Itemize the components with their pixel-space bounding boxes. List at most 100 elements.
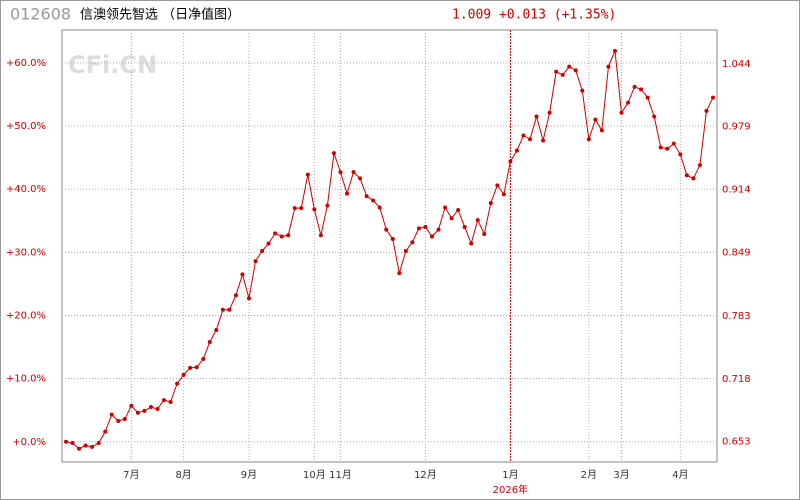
point xyxy=(345,191,350,196)
point xyxy=(521,133,526,138)
point xyxy=(214,328,219,332)
point xyxy=(253,259,258,264)
point xyxy=(397,271,402,276)
y-tick-label: +40.0% xyxy=(6,184,46,195)
y-tick-label: +50.0% xyxy=(6,121,46,132)
point xyxy=(377,205,382,210)
watermark: CFi.CN xyxy=(68,51,157,79)
point xyxy=(488,201,493,206)
point xyxy=(449,216,454,221)
point xyxy=(495,183,500,188)
y2-tick-label: 0.849 xyxy=(722,247,751,258)
y2-tick-label: 0.718 xyxy=(722,374,751,385)
point xyxy=(266,241,271,246)
point xyxy=(534,114,539,119)
point xyxy=(351,170,356,175)
x-tick-label: 4月 xyxy=(672,469,688,481)
chart-title: 信澳领先智选 （日净值图） xyxy=(80,7,240,23)
line xyxy=(65,50,714,450)
y2-tick-label: 0.914 xyxy=(722,184,751,195)
point xyxy=(697,163,702,168)
point xyxy=(443,205,448,210)
point xyxy=(573,68,578,73)
point xyxy=(312,207,317,212)
point xyxy=(390,237,395,242)
point xyxy=(416,226,421,231)
point xyxy=(547,110,552,115)
point xyxy=(501,192,506,197)
point xyxy=(567,64,572,69)
point xyxy=(599,128,604,133)
point xyxy=(384,227,389,232)
point xyxy=(246,296,251,301)
x-tick-label: 12月 xyxy=(414,469,437,481)
point xyxy=(626,100,631,105)
point xyxy=(508,159,513,164)
point xyxy=(711,95,715,100)
point xyxy=(116,418,121,423)
y2-tick-label: 0.653 xyxy=(722,437,751,448)
y-tick-label: +30.0% xyxy=(6,247,46,258)
point xyxy=(155,406,160,411)
point xyxy=(528,137,533,142)
point xyxy=(658,145,663,150)
point xyxy=(514,148,519,153)
point xyxy=(612,48,617,53)
quote: 1.009 +0.013 (+1.35%) xyxy=(452,8,616,23)
point xyxy=(364,194,369,199)
x-tick-label: 7月 xyxy=(123,469,139,481)
point xyxy=(181,372,186,377)
point xyxy=(109,412,114,417)
x-tick-label: 11月 xyxy=(329,469,352,481)
point xyxy=(273,231,278,236)
x-tick-label: 9月 xyxy=(241,469,257,481)
point xyxy=(619,110,624,115)
y-tick-label: +10.0% xyxy=(6,374,46,385)
fund-code: 012608 xyxy=(10,5,71,24)
point xyxy=(671,141,676,146)
point xyxy=(586,137,591,142)
point xyxy=(482,232,487,236)
point xyxy=(429,234,434,239)
point xyxy=(331,151,336,156)
y-tick-label: +0.0% xyxy=(12,437,46,448)
point xyxy=(632,84,637,89)
point xyxy=(436,227,441,232)
point xyxy=(318,233,323,238)
point xyxy=(135,410,140,415)
point xyxy=(233,293,238,298)
point xyxy=(103,429,108,434)
point xyxy=(201,357,206,362)
point xyxy=(70,441,75,446)
point xyxy=(678,152,683,157)
point xyxy=(423,225,428,230)
point xyxy=(554,69,559,74)
point xyxy=(691,176,696,181)
point xyxy=(456,208,461,212)
point xyxy=(96,441,101,446)
point xyxy=(286,233,291,238)
point xyxy=(684,173,689,178)
point xyxy=(220,307,225,312)
point xyxy=(122,417,127,422)
point xyxy=(305,172,310,177)
point xyxy=(541,138,546,143)
point xyxy=(665,146,670,151)
point xyxy=(260,249,265,254)
point xyxy=(358,176,363,181)
y2-tick-label: 0.979 xyxy=(722,122,751,133)
point xyxy=(652,114,657,119)
point xyxy=(462,225,467,230)
point xyxy=(403,249,408,254)
point xyxy=(162,398,167,403)
point xyxy=(142,408,147,413)
point xyxy=(606,64,611,69)
point xyxy=(580,88,585,93)
point xyxy=(338,170,343,175)
point xyxy=(188,365,193,370)
x-tick-label: 2月 xyxy=(581,469,597,481)
point xyxy=(645,95,650,100)
point xyxy=(207,340,212,344)
point xyxy=(168,400,173,404)
